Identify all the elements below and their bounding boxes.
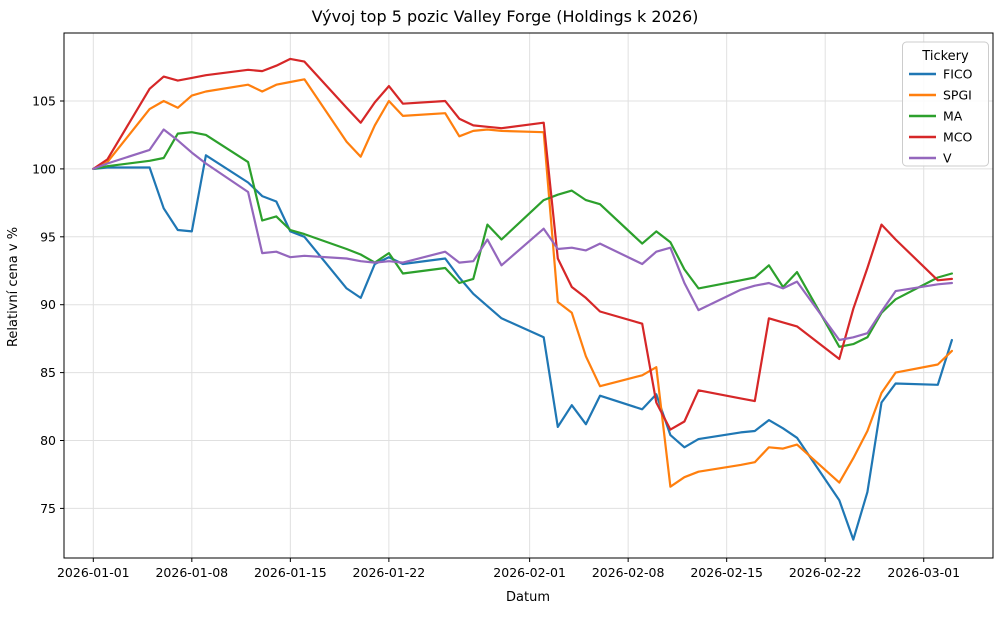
series-line-MA	[92, 131, 954, 348]
plot-border	[63, 32, 994, 559]
x-tick-label: 2026-01-22	[353, 565, 426, 580]
grid-lines	[64, 33, 993, 558]
y-tick-label: 95	[40, 229, 56, 244]
legend-item-MA: MA	[909, 109, 963, 124]
legend-label-MA: MA	[943, 109, 963, 124]
legend-title: Tickery	[921, 49, 969, 64]
legend-label-V: V	[943, 151, 952, 166]
series-line-FICO	[92, 154, 954, 541]
series-line-SPGI	[92, 78, 954, 488]
x-tick-label: 2026-01-01	[57, 565, 130, 580]
legend-item-V: V	[909, 151, 952, 166]
x-tick-label: 2026-01-08	[155, 565, 228, 580]
legend-label-MCO: MCO	[943, 130, 973, 145]
legend: Tickery FICO SPGI MA MCO V	[902, 41, 989, 167]
series-line-MCO	[92, 57, 954, 431]
y-tick-label: 105	[32, 94, 56, 109]
y-tick-label: 85	[40, 365, 56, 380]
chart-title: Vývoj top 5 pozic Valley Forge (Holdings…	[312, 7, 699, 26]
x-tick-label: 2026-01-15	[254, 565, 327, 580]
x-tick-label: 2026-02-22	[789, 565, 862, 580]
legend-item-FICO: FICO	[909, 67, 973, 82]
series-line-V	[92, 128, 954, 342]
y-tick-label: 100	[32, 161, 56, 176]
legend-item-SPGI: SPGI	[909, 88, 972, 103]
legend-item-MCO: MCO	[909, 130, 973, 145]
x-tick-label: 2026-02-08	[592, 565, 665, 580]
y-axis-label: Relativní cena v %	[6, 227, 21, 347]
y-tick-label: 80	[40, 433, 56, 448]
y-tick-label: 75	[40, 501, 56, 516]
x-axis-label: Datum	[506, 590, 550, 605]
x-tick-label: 2026-02-01	[493, 565, 566, 580]
x-tick-label: 2026-03-01	[887, 565, 960, 580]
legend-label-SPGI: SPGI	[943, 88, 972, 103]
y-tick-label: 90	[40, 297, 56, 312]
legend-label-FICO: FICO	[943, 67, 973, 82]
axis-ticks: 2026-01-01 2026-01-08 2026-01-15 2026-01-22…	[32, 94, 960, 581]
series-lines	[92, 57, 954, 541]
x-tick-label: 2026-02-15	[690, 565, 763, 580]
